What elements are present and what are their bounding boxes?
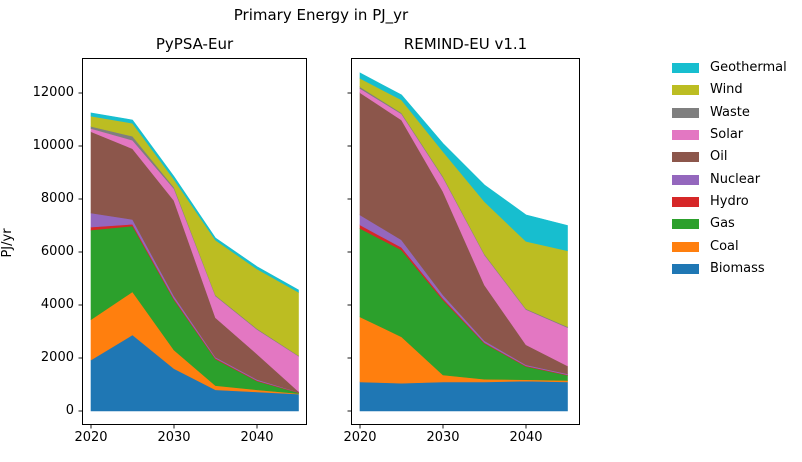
y-tick-label: 6000 bbox=[40, 244, 74, 259]
legend-swatch-icon bbox=[672, 263, 699, 274]
area-geothermal bbox=[359, 72, 568, 252]
y-axis-label: PJ/yr bbox=[0, 228, 15, 258]
legend: Geothermal Wind Waste Solar Oil Nuclear Hydro G… bbox=[672, 57, 797, 280]
y-tick-label: 8000 bbox=[40, 191, 74, 206]
legend-swatch-icon bbox=[672, 219, 699, 230]
axes-frame bbox=[82, 58, 307, 425]
legend-entry-wind: Wind bbox=[672, 79, 797, 101]
legend-entry-hydro: Hydro bbox=[672, 191, 797, 213]
legend-swatch-icon bbox=[672, 85, 699, 96]
pypsa-plot-area bbox=[78, 58, 307, 429]
legend-label: Solar bbox=[710, 127, 744, 143]
legend-entry-oil: Oil bbox=[672, 146, 797, 168]
x-tick-label: 2020 bbox=[74, 430, 108, 445]
legend-entry-geothermal: Geothermal bbox=[672, 57, 797, 79]
legend-label: Biomass bbox=[710, 260, 765, 276]
figure-title: Primary Energy in PJ_yr bbox=[233, 6, 409, 24]
subplot-title-pypsa: PyPSA-Eur bbox=[155, 35, 234, 53]
y-tick-label: 2000 bbox=[40, 350, 74, 365]
legend-label: Nuclear bbox=[710, 171, 761, 187]
legend-entry-solar: Solar bbox=[672, 124, 797, 146]
legend-entry-nuclear: Nuclear bbox=[672, 168, 797, 190]
legend-swatch-icon bbox=[672, 130, 699, 141]
legend-swatch-icon bbox=[672, 63, 699, 74]
x-tick-label: 2020 bbox=[343, 430, 377, 445]
y-tick-label: 4000 bbox=[40, 297, 74, 312]
axes-frame bbox=[351, 58, 580, 425]
legend-swatch-icon bbox=[672, 107, 699, 118]
legend-swatch-icon bbox=[672, 152, 699, 163]
x-tick-label: 2040 bbox=[240, 430, 274, 445]
legend-entry-coal: Coal bbox=[672, 235, 797, 257]
legend-label: Waste bbox=[710, 104, 750, 120]
legend-swatch-icon bbox=[672, 241, 699, 252]
legend-label: Hydro bbox=[710, 193, 749, 209]
legend-entry-waste: Waste bbox=[672, 102, 797, 124]
x-tick-label: 2040 bbox=[509, 430, 543, 445]
subplot-title-remind: REMIND-EU v1.1 bbox=[403, 35, 528, 53]
legend-label: Oil bbox=[710, 149, 728, 165]
area-geothermal bbox=[90, 112, 299, 293]
y-tick-label: 12000 bbox=[32, 85, 74, 100]
legend-entry-gas: Gas bbox=[672, 213, 797, 235]
y-tick-label: 10000 bbox=[32, 138, 74, 153]
remind-plot-area bbox=[347, 58, 580, 429]
legend-label: Gas bbox=[710, 216, 735, 232]
legend-swatch-icon bbox=[672, 196, 699, 207]
area-biomass bbox=[359, 380, 568, 412]
legend-entry-biomass: Biomass bbox=[672, 258, 797, 280]
x-tick-label: 2030 bbox=[157, 430, 191, 445]
legend-label: Coal bbox=[710, 238, 739, 254]
y-tick-label: 0 bbox=[65, 403, 74, 418]
legend-label: Geothermal bbox=[710, 60, 787, 76]
legend-label: Wind bbox=[710, 82, 743, 98]
legend-swatch-icon bbox=[672, 174, 699, 185]
x-tick-label: 2030 bbox=[426, 430, 460, 445]
